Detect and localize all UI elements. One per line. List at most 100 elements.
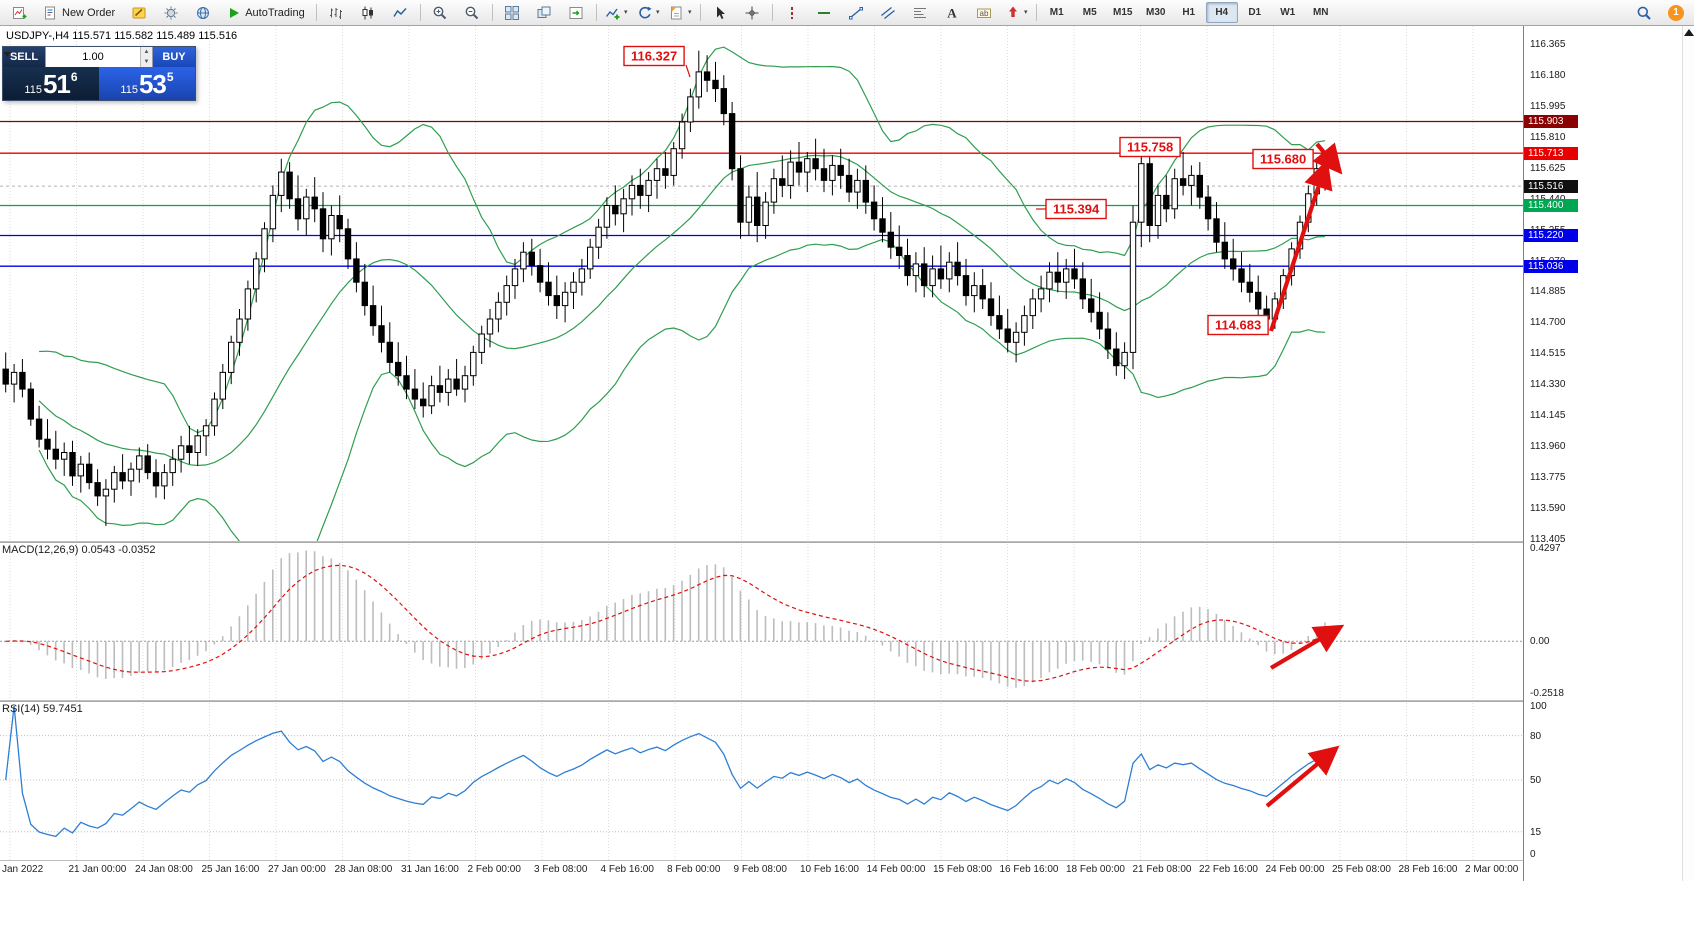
candle [428,385,435,407]
candle [754,196,761,227]
autotrading-button[interactable]: AutoTrading [219,1,312,24]
buy-price-button[interactable]: 115 53 5 [99,67,195,100]
zoom-in-button[interactable] [425,1,456,24]
pane-separator[interactable] [0,700,1694,702]
candle [328,215,335,240]
cursor-button[interactable] [705,1,736,24]
time-axis[interactable]: Jan 2022 21 Jan 00:00 24 Jan 08:00 25 Jan 1… [0,861,1523,880]
options-button[interactable] [155,1,186,24]
timeframe-w1-button[interactable]: W1 [1280,7,1296,18]
sell-button[interactable]: SELL [3,47,45,67]
macd-pane[interactable] [0,541,1523,700]
macd-label: MACD(12,26,9) 0.0543 -0.0352 [2,544,156,556]
rsi-pane[interactable] [0,700,1523,860]
price-tick: 113.960 [1530,440,1566,452]
timeframe-h1-button[interactable]: H1 [1182,7,1196,18]
equidistant-channel-button[interactable] [873,1,904,24]
candle [1063,268,1070,283]
candle [1004,328,1011,343]
fibonacci-retracement-button[interactable] [905,1,936,24]
rsi-svg [0,700,1523,860]
price-tick: 113.590 [1530,502,1566,514]
metaeditor-button[interactable] [123,1,154,24]
sell-price-prefix: 115 [24,84,42,96]
candle [495,301,502,320]
text-button[interactable]: A [937,1,968,24]
candle [1021,315,1028,333]
timeframe-mn-button[interactable]: MN [1312,7,1329,18]
callout-text: 115.758 [1127,140,1173,155]
candle [628,184,636,200]
line-chart-button[interactable] [385,1,416,24]
indicators-button[interactable]: ▾ [601,1,632,24]
main-chart-pane[interactable]: 116.327 115.758 115.680 115.394 114.683 [0,26,1523,584]
candle [1246,281,1253,293]
candle [2,368,9,385]
vertical-line-button[interactable] [777,1,808,24]
new-chart-button[interactable] [4,1,35,24]
candlestick-chart-button[interactable] [353,1,384,24]
search-button[interactable] [1628,1,1659,24]
candle [1088,298,1095,313]
candle [887,231,894,248]
candle [69,452,76,477]
auto-scroll-button[interactable] [561,1,592,24]
editor-icon [132,7,146,18]
toolbar-separator [1035,4,1037,21]
buy-button[interactable]: BUY [153,47,195,67]
candle [954,261,961,277]
timeframe-m5-button[interactable]: M5 [1082,7,1097,18]
candle [35,418,43,440]
timeframe-m1-button[interactable]: M1 [1049,7,1064,18]
time-tick-label: 28 Feb 16:00 [1398,864,1458,875]
time-tick-label: 16 Feb 16:00 [999,864,1059,875]
dropdown-caret-icon: ▾ [655,9,660,16]
candle [319,208,327,240]
candle [278,171,285,196]
volume-down-button[interactable]: ▼ [141,57,152,67]
price-tick: 116.365 [1530,39,1566,51]
pane-separator[interactable] [0,541,1694,543]
candle [420,398,427,407]
templates-button[interactable]: ▾ [665,1,696,24]
candle [194,435,201,453]
arrows-button[interactable]: ▾ [1001,1,1032,24]
candle [10,371,18,385]
price-axis[interactable]: 116.365 116.180 115.995 115.810 115.625 115.4… [1523,26,1683,881]
crosshair-button[interactable] [737,1,768,24]
zoom-out-button[interactable] [457,1,488,24]
trendline-button[interactable] [841,1,872,24]
new-order-button[interactable]: New Order [36,1,122,24]
timeframe-h4-button[interactable]: H4 [1205,2,1238,23]
timeframe-d1-button[interactable]: D1 [1248,7,1262,18]
price-line-label: 115.713 [1524,146,1578,160]
timeframe-m30-button[interactable]: M30 [1145,7,1166,18]
horizontal-line-button[interactable] [809,1,840,24]
scroll-up-icon[interactable] [1684,29,1694,36]
notification-badge[interactable]: 1 [1668,4,1684,21]
periods-button[interactable]: ▾ [633,1,664,24]
fullscreen-button[interactable] [187,1,218,24]
sell-price-button[interactable]: 115 51 6 [3,67,99,100]
volume-up-button[interactable]: ▲ [141,47,152,57]
candle [687,96,694,123]
candle [286,171,293,200]
candle [612,205,619,215]
text-label-button[interactable]: ab [969,1,1000,24]
candle [378,325,385,343]
candle [102,488,110,497]
candle [770,178,778,203]
bars-icon [330,7,343,19]
timeframe-m15-button[interactable]: M15 [1112,7,1133,18]
cascade-windows-button[interactable] [529,1,560,24]
horizontal-line-objects[interactable] [0,120,1523,267]
candle [1238,268,1245,283]
candles-group [2,50,1329,526]
candle [812,158,819,170]
candle [929,268,936,287]
bar-chart-button[interactable] [321,1,352,24]
volume-input[interactable]: 1.00 [82,51,104,63]
one-click-collapse-arrow[interactable] [3,52,11,57]
tile-windows-button[interactable] [497,1,528,24]
callout-text: 115.680 [1260,152,1306,167]
